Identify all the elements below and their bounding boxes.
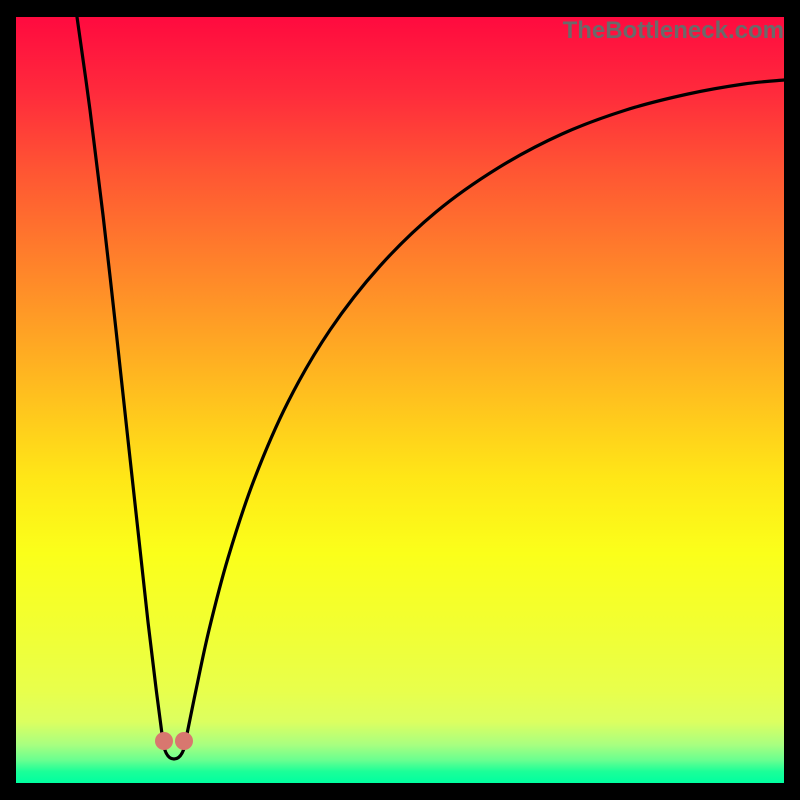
bottleneck-curve-right bbox=[187, 80, 784, 734]
valley-cap-left bbox=[155, 732, 173, 750]
curve-layer bbox=[0, 0, 800, 800]
valley-cap-right bbox=[175, 732, 193, 750]
bottleneck-curve-left bbox=[77, 17, 162, 734]
chart-container: TheBottleneck.com bbox=[0, 0, 800, 800]
